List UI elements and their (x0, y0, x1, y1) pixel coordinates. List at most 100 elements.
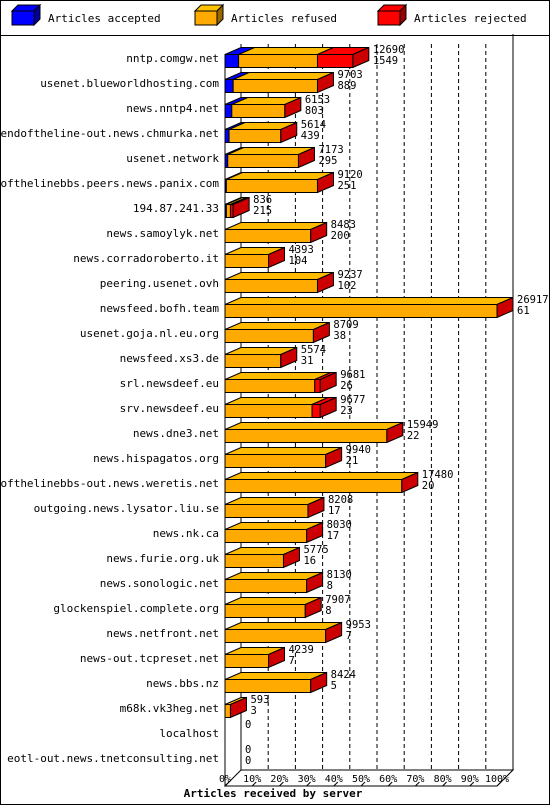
x-tick (360, 781, 366, 787)
category-label: news.nk.ca (153, 527, 219, 540)
x-axis: 0% 10% 20% 30% 40% 50% 60% 70% 80% 90% 100% (219, 774, 509, 787)
value-label-total: 8030 (327, 519, 352, 531)
x-tick-label: 100% (485, 774, 509, 785)
x-tick-label: 90% (461, 774, 479, 785)
bar-refused-top (224, 622, 342, 630)
bar-group (224, 646, 286, 669)
value-label-total: 8709 (333, 319, 358, 331)
bar-side (268, 646, 286, 669)
legend-label: Articles refused (231, 12, 337, 25)
value-label-total: 5574 (301, 344, 326, 356)
bar-group (224, 596, 322, 619)
bar-refused-top (224, 672, 327, 680)
legend-item: Articles accepted (10, 3, 161, 27)
legend-swatch (194, 10, 218, 26)
bar-refused (224, 454, 327, 468)
bar-refused-top (224, 222, 327, 230)
x-tick (496, 781, 502, 787)
x-tick (387, 781, 393, 787)
bar-refused-top (224, 472, 419, 480)
bar-group (224, 196, 250, 219)
bar-side (401, 471, 419, 494)
category-label: srl.newsdeef.eu (120, 377, 219, 390)
bar-side (282, 546, 300, 569)
category-label: news.sonologic.net (100, 577, 219, 590)
category-label: news.dne3.net (133, 427, 219, 440)
legend-swatch (377, 10, 401, 26)
value-label-total: 5775 (303, 544, 328, 556)
value-label-total: 6153 (305, 94, 330, 106)
bar-refused (224, 254, 270, 268)
x-tick (442, 781, 447, 787)
bar-side (319, 371, 337, 394)
category-label: glockenspiel.complete.org (53, 602, 219, 615)
bar-refused-top (224, 372, 331, 380)
x-tick-label: 30% (298, 774, 316, 785)
bar-side (284, 96, 302, 119)
bar-group (224, 96, 302, 119)
bar-group (224, 321, 330, 344)
category-labels: nntp.comgw.net usenet.blueworldhosting.co… (0, 52, 219, 765)
value-label-rejected: 3 (250, 705, 256, 717)
value-label-total: 8130 (327, 569, 352, 581)
category-label: peering.usenet.ovh (100, 277, 219, 290)
x-tick-label: 20% (270, 774, 288, 785)
x-tick-label: 60% (379, 774, 397, 785)
value-label-total: 9703 (337, 69, 362, 81)
category-label: usenet.blueworldhosting.com (40, 77, 219, 90)
value-label-rejected: 61 (517, 305, 530, 317)
category-label: news.netfront.net (106, 627, 219, 640)
category-label: m68k.vk3heg.net (120, 702, 219, 715)
legend-label: Articles rejected (414, 12, 527, 25)
bar-side (232, 196, 250, 219)
value-label-total: 4239 (289, 644, 314, 656)
value-label-total: 15949 (407, 419, 439, 431)
bar-refused (224, 279, 318, 293)
bar-refused (224, 229, 312, 243)
category-label: 194.87.241.33 (133, 202, 219, 215)
bar-refused (224, 654, 270, 668)
bar-refused-top (224, 297, 514, 305)
category-label: endoftheline-out.news.chmurka.net (0, 127, 219, 140)
bar-group (224, 496, 325, 519)
bar-group (224, 396, 337, 419)
category-label: eotl-out.news.tnetconsulting.net (7, 752, 219, 765)
x-tick (224, 781, 230, 787)
bar-side (280, 121, 298, 144)
bar-group (224, 696, 247, 719)
value-label-rejected: 8 (327, 580, 333, 592)
bar-side (229, 696, 247, 719)
category-label: newsfeed.bofh.team (100, 302, 220, 315)
bar-refused (224, 704, 231, 718)
x-tick-label: 40% (325, 774, 343, 785)
x-axis-label: Articles received by server (184, 787, 363, 800)
bar-group (224, 46, 370, 69)
x-tick-label: 70% (406, 774, 424, 785)
value-label-rejected: 26 (340, 380, 353, 392)
bar-accepted (224, 54, 240, 68)
value-label-rejected: 5 (331, 680, 337, 692)
bar-refused-top (224, 272, 334, 280)
bar-group (224, 546, 300, 569)
bar-group (224, 171, 334, 194)
x-tick-label: 50% (352, 774, 370, 785)
category-label: srv.newsdeef.eu (120, 402, 219, 415)
value-label-rejected: 7 (289, 655, 295, 667)
value-label-rejected: 1549 (373, 55, 398, 67)
bar-rejected (314, 379, 321, 393)
bar-refused (224, 554, 284, 568)
value-label-rejected: 0 (245, 755, 251, 767)
bar-side (325, 446, 343, 469)
value-label-total: 12690 (373, 44, 405, 56)
bar-side (316, 271, 334, 294)
value-label-total: 836 (253, 194, 272, 206)
bar-refused (238, 54, 318, 68)
bar-refused-top (224, 397, 329, 405)
bar-side (268, 246, 286, 269)
bar-refused (225, 179, 318, 193)
category-label: usenet.goja.nl.eu.org (80, 327, 219, 340)
bar-refused (224, 629, 327, 643)
value-label-total: 9940 (346, 444, 371, 456)
value-label-total: 4393 (289, 244, 314, 256)
